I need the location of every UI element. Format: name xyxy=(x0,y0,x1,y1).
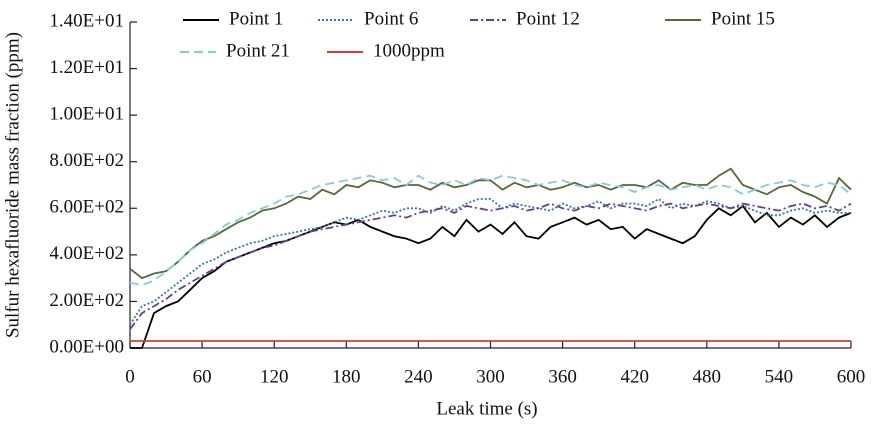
series-line xyxy=(130,204,852,349)
y-tick-label: 0.00E+00 xyxy=(49,336,124,357)
y-tick-label: 6.00E+02 xyxy=(49,197,124,218)
series-line xyxy=(129,197,851,326)
x-tick-label: 300 xyxy=(476,366,505,387)
x-tick-label: 240 xyxy=(404,366,433,387)
x-axis-label: Leak time (s) xyxy=(436,398,537,419)
y-tick-label: 1.40E+01 xyxy=(49,10,124,31)
y-tick-label: 2.00E+02 xyxy=(49,290,124,311)
x-tick-label: 120 xyxy=(260,366,289,387)
legend-label: Point 15 xyxy=(711,8,775,29)
y-tick-label: 1.00E+01 xyxy=(49,104,124,125)
y-tick-label: 8.00E+02 xyxy=(49,150,124,171)
x-tick-label: 600 xyxy=(837,366,866,387)
y-tick-label: 1.20E+01 xyxy=(49,57,124,78)
series-line xyxy=(129,167,852,280)
x-tick-label: 540 xyxy=(765,366,794,387)
x-tick-label: 60 xyxy=(193,366,212,387)
x-tick-label: 360 xyxy=(548,366,577,387)
x-tick-label: 480 xyxy=(693,366,722,387)
legend-label: Point 12 xyxy=(516,8,580,29)
series-line xyxy=(129,174,852,287)
y-axis-label: Sulfur hexafluoride mass fraction (ppm) xyxy=(2,32,23,338)
x-tick-label: 180 xyxy=(332,366,361,387)
legend-label: Point 21 xyxy=(226,40,290,61)
legend-label: 1000ppm xyxy=(373,40,445,61)
y-tick-label: 4.00E+02 xyxy=(49,243,124,264)
legend-label: Point 6 xyxy=(364,8,418,29)
x-tick-label: 0 xyxy=(125,366,135,387)
x-tick-label: 420 xyxy=(620,366,649,387)
series-line xyxy=(129,202,852,330)
legend-label: Point 1 xyxy=(229,8,283,29)
